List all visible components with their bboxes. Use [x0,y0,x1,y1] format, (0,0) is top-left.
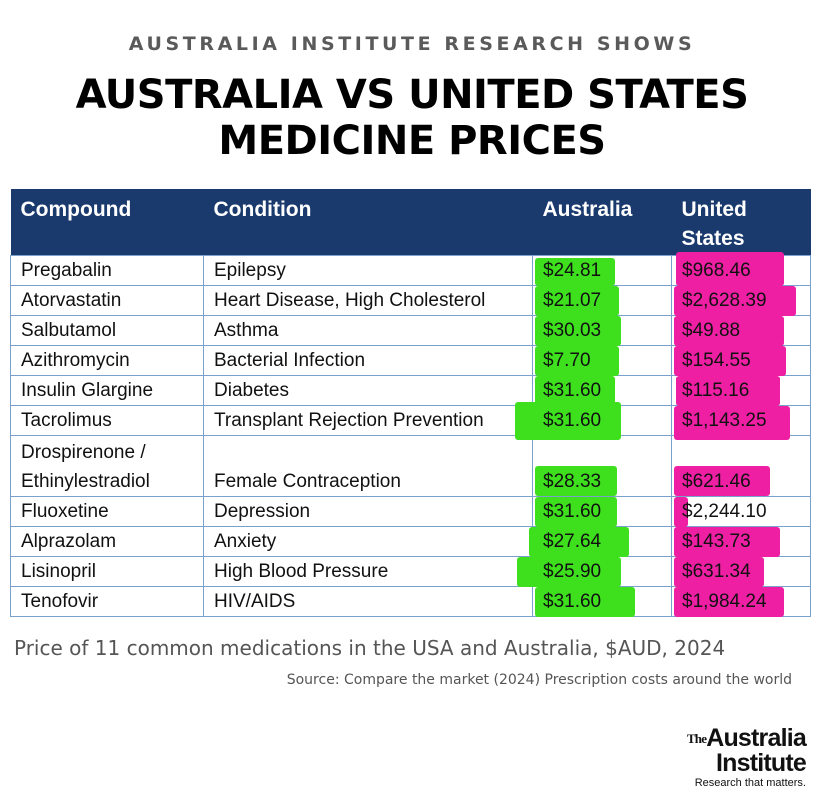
compound-cell: Atorvastatin [10,285,204,316]
price-table-container: Compound Condition Australia United Stat… [10,189,811,617]
compound-cell: Drospirenone / Ethinylestradiol [10,435,204,497]
page-title-line-2: MEDICINE PRICES [218,118,606,164]
table-row: Drospirenone / Ethinylestradiol Female Co… [10,435,811,497]
column-header-united-states-label: United States [681,198,747,250]
table-row: Atorvastatin Heart Disease, High Cholest… [10,285,811,316]
table-row: Lisinopril High Blood Pressure $25.90 $6… [10,556,811,587]
australia-institute-logo: TheAustralia Institute Research that mat… [606,724,807,790]
compound-cell: Tenofovir [10,586,204,617]
condition-cell: HIV/AIDS [203,586,533,617]
page-title-line-1: AUSTRALIA VS UNITED STATES [75,72,749,118]
us-price-cell: $621.46 [671,435,811,497]
australia-price: $21.07 [543,290,602,311]
compound-cell: Fluoxetine [10,496,204,527]
us-price: $968.46 [682,260,751,281]
australia-price-cell: $21.07 [532,285,672,316]
compound-cell: Tacrolimus [10,405,204,436]
australia-price-cell: $31.60 [532,375,672,406]
table-row: Alprazolam Anxiety $27.64 $143.73 [10,526,811,557]
australia-price: $31.60 [543,410,602,431]
australia-price-cell: $31.60 [515,402,672,440]
australia-price-cell: $30.03 [532,315,672,346]
australia-price-cell: $25.90 [517,556,672,587]
table-header-row: Compound Condition Australia United Stat… [10,189,811,256]
us-price: $1,143.25 [682,410,767,431]
us-price-cell: $968.46 [671,252,811,286]
australia-price-cell: $28.33 [532,435,672,497]
table-row: Azithromycin Bacterial Infection $7.70 $… [10,345,811,376]
compound-line-1: Drospirenone / [21,442,146,463]
condition-cell: Heart Disease, High Cholesterol [203,285,533,316]
column-header-australia: Australia [532,189,672,256]
condition-cell: Epilepsy [203,255,533,286]
australia-price: $30.03 [543,320,602,341]
us-price: $143.73 [682,531,751,552]
us-price-cell: $154.55 [671,345,811,376]
us-price-cell: $115.16 [671,375,811,406]
table-row: Insulin Glargine Diabetes $31.60 $115.16 [10,375,811,406]
table-row: Salbutamol Asthma $30.03 $49.88 [10,315,811,346]
australia-price: $7.70 [543,350,591,371]
logo-the: The [686,731,707,746]
compound-cell: Azithromycin [10,345,204,376]
logo-name-line-1: TheAustralia [606,724,807,752]
condition-cell: Diabetes [203,375,533,406]
logo-name-text: Australia [706,724,807,752]
australia-price-cell: $24.81 [532,255,672,286]
us-price-cell: $1,143.25 [671,405,811,440]
table-caption: Price of 11 common medications in the US… [14,636,726,660]
australia-price-cell: $27.64 [529,526,672,557]
us-price: $115.16 [682,380,750,401]
us-price: $621.46 [682,471,751,492]
compound-cell: Alprazolam [10,526,204,557]
source-note: Source: Compare the market (2024) Prescr… [286,672,792,688]
compound-cell: Insulin Glargine [10,375,204,406]
column-header-condition: Condition [203,189,533,256]
australia-price-cell: $31.60 [532,586,672,617]
australia-price: $31.60 [543,380,602,401]
compound-cell: Salbutamol [10,315,204,346]
us-price: $49.88 [682,320,741,341]
column-header-compound: Compound [10,189,204,256]
australia-price-cell: $7.70 [532,345,672,376]
column-header-united-states: United States [671,189,811,256]
logo-name-line-2: Institute [715,749,807,777]
condition-cell: Bacterial Infection [203,345,533,376]
price-table: Compound Condition Australia United Stat… [10,189,811,617]
compound-cell: Lisinopril [10,556,204,587]
kicker-heading: AUSTRALIA INSTITUTE RESEARCH SHOWS [128,33,696,55]
us-price: $2,628.39 [682,290,767,311]
us-price-cell: $143.73 [671,526,811,557]
compound-cell: Pregabalin [10,255,204,286]
condition-cell: Female Contraception [203,435,533,497]
australia-price-cell: $31.60 [532,496,672,527]
us-price-cell: $49.88 [671,315,811,346]
compound-line-2: Ethinylestradiol [21,471,150,492]
australia-price: $31.60 [543,501,602,522]
us-price: $631.34 [682,561,751,582]
australia-price: $31.60 [543,591,602,612]
table-row: Pregabalin Epilepsy $24.81 $968.46 [10,252,811,286]
us-price-cell: $631.34 [671,556,811,587]
australia-price: $24.81 [543,260,602,281]
table-row: Fluoxetine Depression $31.60 $2,244.10 [10,496,811,527]
australia-price: $25.90 [543,561,602,582]
logo-tagline: Research that matters. [694,777,806,789]
table-row: Tacrolimus Transplant Rejection Preventi… [10,402,811,440]
condition-cell: Transplant Rejection Prevention [203,405,533,436]
condition-cell: High Blood Pressure [203,556,533,587]
condition-cell: Asthma [203,315,533,346]
us-price: $1,984.24 [682,591,767,612]
australia-price: $27.64 [543,531,602,552]
condition-cell: Depression [203,496,533,527]
table-row: Tenofovir HIV/AIDS $31.60 $1,984.24 [10,586,811,617]
us-price-cell: $1,984.24 [671,586,811,617]
us-price: $2,244.10 [682,501,767,522]
australia-price: $28.33 [543,471,602,492]
condition-cell: Anxiety [203,526,533,557]
us-price-cell: $2,244.10 [671,496,811,527]
us-price: $154.55 [682,350,751,371]
us-price-cell: $2,628.39 [671,285,811,316]
